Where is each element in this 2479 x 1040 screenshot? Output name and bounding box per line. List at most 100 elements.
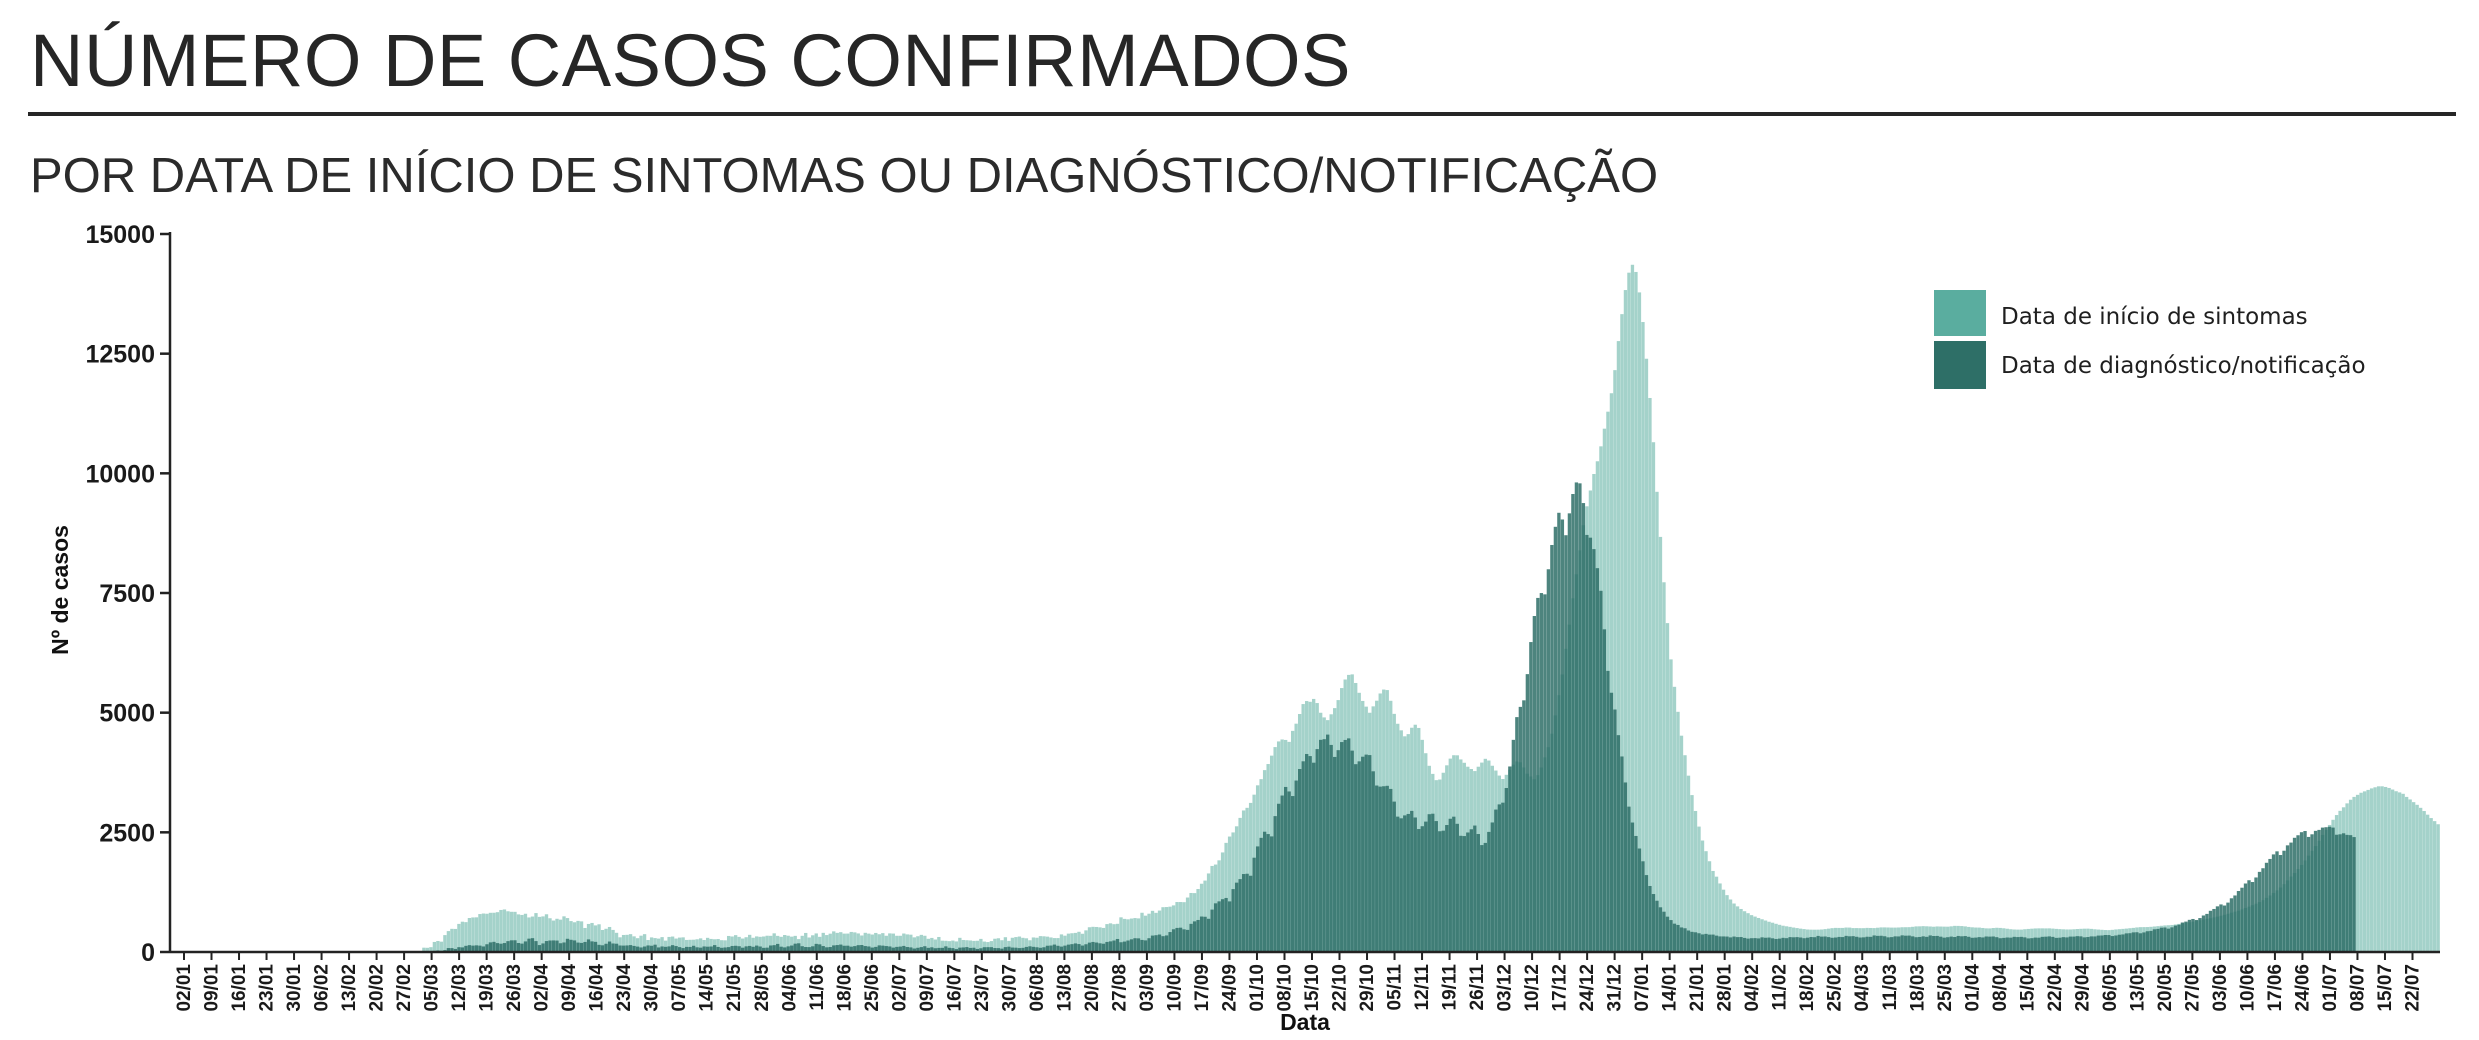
bar-diagnosis-301 xyxy=(1224,897,1228,952)
x-tick-label-49: 10/12 xyxy=(1522,964,1543,1012)
bar-diagnosis-203 xyxy=(881,945,885,952)
bar-diagnosis-293 xyxy=(1196,919,1200,952)
x-tick-label-75: 10/06 xyxy=(2237,964,2258,1012)
bar-diagnosis-125 xyxy=(607,941,612,952)
bar-diagnosis-168 xyxy=(758,946,762,952)
bar-diagnosis-169 xyxy=(762,947,766,952)
bar-symptoms-158 xyxy=(723,940,727,952)
bar-symptoms-421 xyxy=(1644,358,1649,952)
bar-diagnosis-557 xyxy=(2121,934,2125,952)
bar-diagnosis-230 xyxy=(975,948,980,952)
x-tick-label-48: 03/12 xyxy=(1495,964,1516,1012)
bar-diagnosis-262 xyxy=(1087,942,1092,952)
x-tick-label-73: 27/05 xyxy=(2182,964,2203,1012)
x-tick-label-14: 09/04 xyxy=(559,964,580,1012)
bar-diagnosis-450 xyxy=(1746,938,1750,952)
bar-symptoms-189 xyxy=(832,931,836,952)
bar-diagnosis-390 xyxy=(1536,597,1540,952)
bar-diagnosis-477 xyxy=(1840,937,1845,952)
bar-diagnosis-478 xyxy=(1844,935,1848,952)
bar-symptoms-196 xyxy=(856,933,860,952)
bar-diagnosis-581 xyxy=(2205,913,2209,952)
bar-symptoms-186 xyxy=(821,932,825,952)
bar-symptoms-634 xyxy=(2390,789,2395,952)
bar-diagnosis-98 xyxy=(513,940,517,952)
bar-symptoms-195 xyxy=(853,932,857,952)
x-tick-label-22: 04/06 xyxy=(779,964,800,1012)
bar-symptoms-165 xyxy=(748,934,752,952)
bar-diagnosis-303 xyxy=(1231,889,1235,952)
bar-symptoms-415 xyxy=(1623,290,1628,952)
bar-diagnosis-221 xyxy=(944,946,948,952)
bar-diagnosis-558 xyxy=(2124,933,2129,952)
bar-diagnosis-156 xyxy=(716,946,720,952)
bar-diagnosis-80 xyxy=(450,948,454,952)
bar-diagnosis-268 xyxy=(1108,941,1113,952)
bar-diagnosis-342 xyxy=(1368,755,1372,952)
bar-diagnosis-416 xyxy=(1627,806,1631,952)
bar-diagnosis-216 xyxy=(926,947,930,952)
bar-diagnosis-456 xyxy=(1767,937,1771,952)
bar-symptoms-245 xyxy=(1028,940,1032,952)
bar-diagnosis-141 xyxy=(663,946,668,952)
bar-diagnosis-114 xyxy=(569,939,573,952)
bar-diagnosis-395 xyxy=(1553,526,1558,952)
bar-symptoms-280 xyxy=(1150,910,1155,952)
bar-symptoms-283 xyxy=(1161,907,1165,952)
bar-diagnosis-386 xyxy=(1522,700,1526,952)
bar-symptoms-86 xyxy=(471,917,475,952)
bar-diagnosis-612 xyxy=(2313,830,2318,952)
x-tick-label-13: 02/04 xyxy=(532,964,553,1012)
bar-diagnosis-199 xyxy=(867,946,871,952)
bar-symptoms-427 xyxy=(1665,623,1670,952)
bar-diagnosis-139 xyxy=(656,947,661,952)
bar-symptoms-211 xyxy=(909,934,913,952)
bar-diagnosis-253 xyxy=(1056,945,1060,952)
bar-symptoms-188 xyxy=(828,933,832,952)
x-tick-label-69: 29/04 xyxy=(2072,964,2093,1012)
bar-diagnosis-569 xyxy=(2163,927,2167,952)
bar-diagnosis-365 xyxy=(1448,818,1452,952)
bar-diagnosis-394 xyxy=(1550,544,1554,952)
bar-diagnosis-211 xyxy=(909,947,913,952)
bar-diagnosis-388 xyxy=(1529,642,1533,952)
bar-diagnosis-361 xyxy=(1434,821,1438,952)
bar-diagnosis-393 xyxy=(1546,569,1551,952)
bar-diagnosis-564 xyxy=(2145,931,2150,952)
bar-symptoms-630 xyxy=(2376,786,2381,952)
bar-symptoms-119 xyxy=(586,923,591,952)
bar-diagnosis-372 xyxy=(1473,825,1477,952)
bar-diagnosis-110 xyxy=(555,940,559,952)
bar-diagnosis-212 xyxy=(912,948,916,952)
bar-diagnosis-166 xyxy=(751,946,755,952)
bar-symptoms-444 xyxy=(1725,895,1729,952)
bar-symptoms-145 xyxy=(677,937,682,952)
bar-diagnosis-562 xyxy=(2138,933,2143,952)
bar-diagnosis-339 xyxy=(1357,761,1361,952)
bar-diagnosis-419 xyxy=(1637,848,1642,952)
bar-symptoms-229 xyxy=(972,940,976,952)
bar-diagnosis-282 xyxy=(1157,934,1162,952)
bar-diagnosis-460 xyxy=(1781,937,1785,952)
bar-diagnosis-111 xyxy=(558,943,563,952)
bar-diagnosis-276 xyxy=(1136,938,1141,952)
x-tick-label-35: 03/09 xyxy=(1137,964,1158,1012)
bar-diagnosis-198 xyxy=(863,946,867,952)
bar-symptoms-120 xyxy=(590,922,594,952)
bar-symptoms-302 xyxy=(1227,836,1232,952)
bar-diagnosis-370 xyxy=(1466,832,1470,952)
bar-diagnosis-88 xyxy=(478,945,482,952)
bar-diagnosis-397 xyxy=(1560,519,1565,952)
bar-diagnosis-499 xyxy=(1918,936,1922,952)
bar-diagnosis-446 xyxy=(1732,936,1736,952)
bar-diagnosis-177 xyxy=(790,945,794,952)
bar-diagnosis-613 xyxy=(2317,829,2321,952)
bar-diagnosis-103 xyxy=(530,938,535,952)
bar-symptoms-209 xyxy=(902,933,906,952)
bar-diagnosis-85 xyxy=(467,945,472,952)
bar-diagnosis-587 xyxy=(2226,902,2230,952)
bar-symptoms-210 xyxy=(905,934,909,952)
x-tick-label-18: 07/05 xyxy=(669,964,690,1012)
bar-diagnosis-495 xyxy=(1904,935,1908,952)
x-tick-label-45: 12/11 xyxy=(1412,964,1433,1011)
